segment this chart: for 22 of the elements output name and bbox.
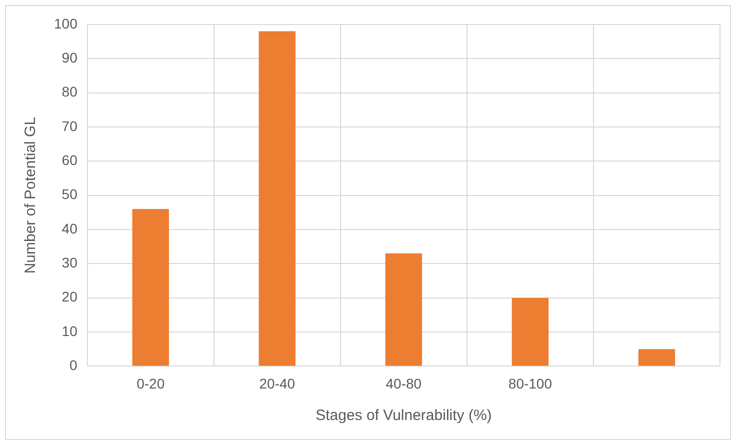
y-axis-title: Number of Potential GL xyxy=(22,116,40,274)
y-tick-label: 50 xyxy=(62,186,78,202)
bar xyxy=(258,31,296,366)
y-tick-label: 0 xyxy=(70,357,78,374)
x-tick-label: 0-20 xyxy=(136,375,165,392)
bar xyxy=(638,349,676,366)
y-tick-label: 60 xyxy=(62,152,78,168)
bar xyxy=(132,208,169,366)
bar xyxy=(512,298,549,366)
y-tick-label: 20 xyxy=(62,288,78,305)
x-tick-label: 40-80 xyxy=(386,375,422,392)
x-tick-label: 20-40 xyxy=(259,375,296,392)
x-axis-title: Stages of Vulnerability (%) xyxy=(316,407,492,424)
y-tick-label: 90 xyxy=(62,49,78,66)
y-tick-label: 100 xyxy=(54,15,78,32)
x-tick-label: 80-100 xyxy=(508,375,552,392)
bar xyxy=(385,253,422,366)
y-tick-label: 10 xyxy=(62,322,78,339)
y-tick-label: 30 xyxy=(62,254,78,271)
y-tick-label: 70 xyxy=(62,118,78,134)
y-tick-label: 40 xyxy=(62,220,78,236)
y-tick-label: 80 xyxy=(62,84,78,100)
